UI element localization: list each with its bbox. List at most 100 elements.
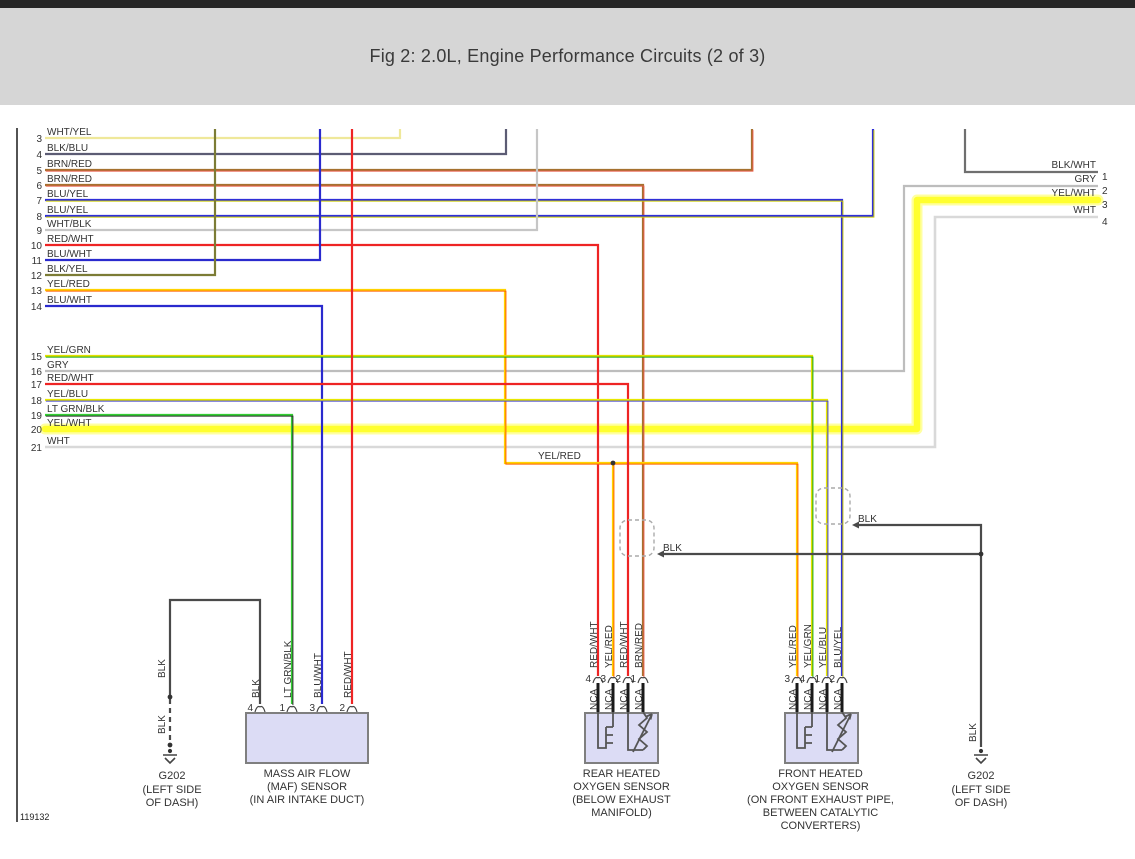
left-pin-number: 6 [36,181,42,192]
maf-pin-number: 1 [279,703,285,714]
rear_o2-caption-line: OXYGEN SENSOR [573,781,670,793]
wire-label-yel-red: YEL/RED [538,451,581,462]
left-pin-number: 11 [32,256,43,267]
wire-brn-red-5-stripe [45,130,754,172]
ground-symbol-g202-right-dot [978,748,984,754]
wire-label-blk-lower: BLK [663,543,682,554]
heater-element-symbol-rear [597,712,614,749]
front_o2-caption-line: CONVERTERS) [781,820,861,832]
wire-yel-blu-18 [45,398,829,676]
left-pin-number: 9 [36,226,42,237]
footer-code: 119132 [20,812,50,822]
left-pin-number: 8 [36,212,42,223]
maf-wire-label: BLU/WHT [313,653,324,698]
ground-name: G202 [968,770,995,782]
front_o2-wire-label: YEL/RED [788,625,799,668]
right-pin-number: 2 [1102,186,1108,197]
wire-label: RED/WHT [47,373,94,384]
wire-label: WHT/YEL [47,127,92,138]
wiring-diagram: 3 WHT/YEL 4 BLK/BLU 5 BRN/RED 6 BRN/RED 7 BLU/YEL… [16,127,1108,832]
sensor-arrow-icon-front [831,713,852,753]
ground-symbol-g202-right [974,754,988,765]
left-pin-number: 16 [31,367,43,378]
ground-name: G202 [159,770,186,782]
left-pin-number: 13 [31,286,43,297]
wire-wht-21 [45,215,1098,449]
ground-symbol-g202-left [163,754,177,765]
wire-yel-wht-20 [41,196,1102,433]
connector-pin-icon [836,676,848,684]
left-pin-number: 14 [31,302,43,313]
wire-wht-yel-3 [45,129,402,140]
left-pin-number: 20 [31,425,43,436]
front_o2-nca-label: NCA [818,689,829,710]
rear_o2-nca-label: NCA [634,689,645,710]
wire-label: BLU/YEL [47,205,89,216]
wire-label: BLU/WHT [47,295,92,306]
connector-pin-icon [346,705,358,713]
rear_o2-caption-line: MANIFOLD) [591,807,652,819]
wire-label: YEL/GRN [47,345,91,356]
ground-location-line: OF DASH) [955,797,1008,809]
left-pin-number: 19 [31,411,43,422]
ground-location-line: OF DASH) [146,797,199,809]
front_o2-nca-label: NCA [833,689,844,710]
connector-pin-icon [622,676,634,684]
wire-blk-maf-ground [168,598,262,704]
front_o2-wire-label: BLU/YEL [833,626,844,668]
shield-drain-symbol-front [815,487,851,525]
wire-label: LT GRN/BLK [47,404,105,415]
wire-label: BLK/YEL [47,264,88,275]
wire-red-wht-17 [45,382,630,676]
ground-wire-label: BLK [968,723,979,742]
front_o2-nca-label: NCA [788,689,799,710]
left-pin-number: 17 [31,380,43,391]
front_o2-wire-label: YEL/BLU [818,627,829,668]
wire-label: BLU/YEL [47,189,89,200]
wire-label: WHT [47,436,70,447]
wire-label: BLU/WHT [47,249,92,260]
wire-label: RED/WHT [47,234,94,245]
sensor-arrow-icon-rear [632,713,653,753]
maf-pin-number: 4 [247,703,253,714]
sensor-element-symbol-front [826,711,848,751]
rear_o2-caption-line: REAR HEATED [583,768,660,780]
front_o2-nca-label: NCA [803,689,814,710]
maf-caption-line: (IN AIR INTAKE DUCT) [250,794,365,806]
left-pin-number: 12 [31,271,43,282]
wire-blu-yel-8-stripe [45,130,875,218]
sensor-element-symbol-rear [627,711,649,751]
wire-yel-wht-20-halo [39,194,1104,435]
wire-yel-blu-18-stripe [45,400,829,678]
wire-label: BLK/BLU [47,143,88,154]
ground-location-line: (LEFT SIDE [142,784,201,796]
ground-symbol-g202-left-dot [167,748,173,754]
front_o2-caption-line: BETWEEN CATALYTIC [763,807,879,819]
wire-lt-grn-blk-19-stripe [45,415,294,706]
maf-pin-number: 3 [309,703,315,714]
arrow-icon [657,550,664,558]
wire-brn-red-6 [45,183,645,676]
rear_o2-wire-label: RED/WHT [619,621,630,668]
left-pin-number: 10 [31,241,43,252]
wire-label: YEL/WHT [1052,188,1096,199]
right-pin-number: 1 [1102,172,1108,183]
maf-caption-line: (MAF) SENSOR [267,781,347,793]
junction-dot [167,742,173,748]
arrow-icon [852,521,859,529]
wire-yel-grn-15-stripe [45,356,814,678]
rear_o2-nca-label: NCA [589,689,600,710]
front_o2-caption-line: (ON FRONT EXHAUST PIPE, [747,794,894,806]
left-pin-number: 15 [31,352,43,363]
wire-blk-yel-12 [45,129,217,277]
wire-red-wht-10 [45,243,600,676]
front_o2-caption-line: OXYGEN SENSOR [772,781,869,793]
rear_o2-caption-line: (BELOW EXHAUST [572,794,671,806]
wire-label: BLK/WHT [1052,160,1096,171]
figure-title: Fig 2: 2.0L, Engine Performance Circuits… [369,46,766,66]
front_o2-pin-number: 1 [814,674,820,685]
wire-label: YEL/BLU [47,389,88,400]
wire-label: BRN/RED [47,174,92,185]
rear-o2-sensor-box [584,712,659,764]
